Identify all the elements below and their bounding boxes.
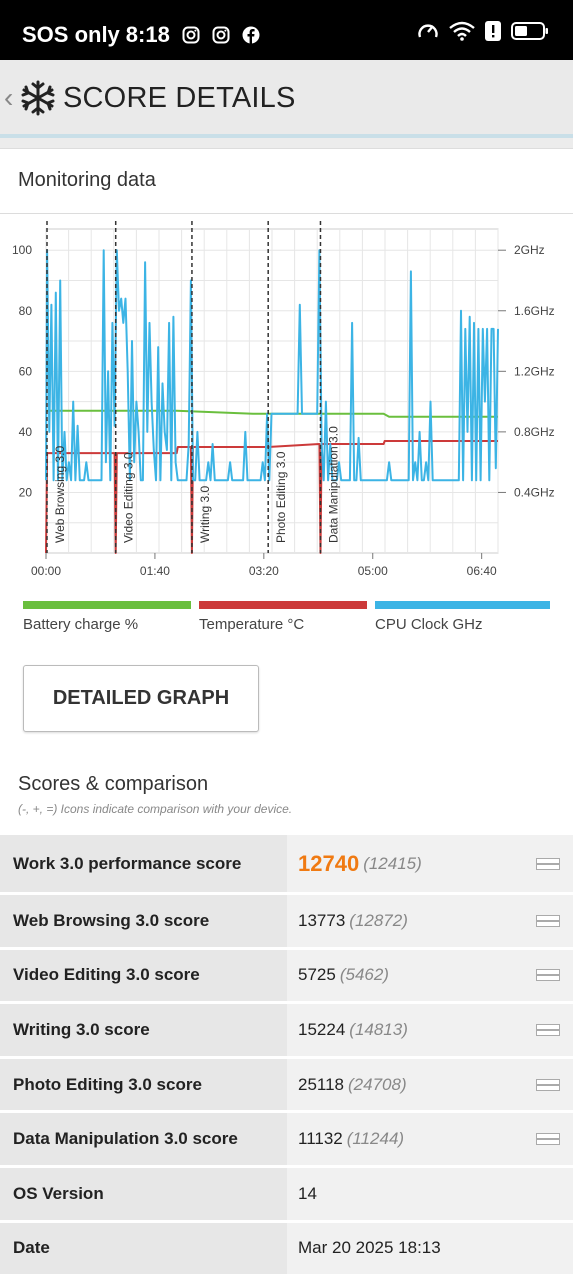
instagram-icon (182, 26, 200, 44)
row-value: Mar 20 2025 18:13 (287, 1222, 573, 1275)
y2-tick-label: 0.8GHz (514, 425, 555, 439)
table-row: Web Browsing 3.0 score 13773 (12872) (0, 895, 573, 950)
date-value: Mar 20 2025 18:13 (298, 1238, 441, 1258)
wifi-icon (449, 21, 475, 41)
legend-swatch (199, 601, 367, 609)
phase-label: Photo Editing 3.0 (274, 451, 288, 543)
compare-value: (5462) (339, 965, 389, 985)
phase-label: Web Browsing 3.0 (53, 446, 67, 543)
back-chevron-icon[interactable]: ‹ (4, 82, 14, 113)
monitoring-chart[interactable]: 20 40 60 80 100 0.4GHz 0.8GHz 1.2GHz 1.6GHz 2GHz 0… (0, 219, 573, 599)
row-label: Date (0, 1222, 287, 1275)
series-line (45, 249, 499, 482)
score-value: 12740 (298, 850, 360, 876)
x-tick-label: 06:40 (467, 564, 497, 578)
table-row: Writing 3.0 score 15224 (14813) (0, 1004, 573, 1059)
table-row: Video Editing 3.0 score 5725 (5462) (0, 949, 573, 1005)
y2-tick-label: 1.6GHz (514, 304, 555, 318)
legend-swatch (23, 601, 191, 609)
row-value: 12740 (12415) (287, 835, 573, 892)
series-line (46, 409, 498, 418)
phase-label: Video Editing 3.0 (122, 452, 136, 543)
compare-value: (24708) (348, 1074, 407, 1094)
equal-icon (536, 1023, 560, 1036)
score-details-card: Monitoring data 20 40 60 80 100 0.4GHz 0.8GHz 1… (0, 148, 573, 1280)
chart-legend: Battery charge % Temperature °C CPU Cloc… (0, 601, 573, 641)
instagram-icon (212, 26, 230, 44)
equal-icon (536, 969, 560, 982)
score-value: 25118 (298, 1074, 345, 1094)
phase-label: Data Manipulation 3.0 (326, 426, 340, 543)
equal-icon (536, 1078, 560, 1091)
row-value: 15224 (14813) (287, 1004, 573, 1056)
os-version-value: 14 (298, 1183, 317, 1203)
legend-label: Battery charge % (23, 616, 139, 633)
compare-value: (12872) (349, 910, 408, 930)
legend-item-battery: Battery charge % (23, 601, 191, 633)
y2-tick-label: 1.2GHz (514, 364, 555, 378)
carrier-text: SOS only (22, 22, 120, 47)
row-label: Data Manipulation 3.0 score (0, 1113, 287, 1165)
y-tick-label: 20 (19, 485, 33, 499)
row-label: Work 3.0 performance score (0, 835, 287, 892)
alert-icon (485, 21, 501, 41)
clock-text: 8:18 (125, 22, 170, 47)
speedometer-icon (418, 24, 438, 38)
y-tick-label: 100 (12, 243, 32, 257)
row-label: Video Editing 3.0 score (0, 949, 287, 1002)
snowflake-logo-icon (21, 80, 55, 116)
phase-label: Writing 3.0 (198, 486, 212, 543)
row-value: 25118 (24708) (287, 1058, 573, 1111)
status-bar: SOS only 8:18 (0, 0, 573, 60)
score-value: 15224 (298, 1019, 346, 1039)
row-value: 5725 (5462) (287, 949, 573, 1002)
y-tick-label: 40 (19, 425, 33, 439)
y2-tick-label: 0.4GHz (514, 485, 555, 499)
legend-item-cpu-clock: CPU Clock GHz (375, 601, 550, 633)
y-tick-label: 80 (19, 304, 33, 318)
compare-value: (12415) (363, 853, 422, 873)
equal-icon (536, 1133, 560, 1146)
monitoring-title: Monitoring data (18, 169, 156, 191)
legend-label: Temperature °C (199, 616, 305, 633)
table-row-work-score: Work 3.0 performance score 12740 (12415) (0, 835, 573, 895)
x-tick-label: 00:00 (31, 564, 61, 578)
legend-item-temperature: Temperature °C (199, 601, 367, 633)
legend-label: CPU Clock GHz (375, 616, 483, 633)
x-tick-label: 01:40 (140, 564, 170, 578)
table-row-date: Date Mar 20 2025 18:13 (0, 1222, 573, 1278)
equal-icon (536, 914, 560, 927)
score-value: 11132 (298, 1129, 343, 1149)
row-value: 11132 (11244) (287, 1113, 573, 1165)
row-label: OS Version (0, 1167, 287, 1220)
scores-title: Scores & comparison (18, 773, 209, 795)
row-label: Writing 3.0 score (0, 1004, 287, 1056)
score-value: 5725 (298, 965, 336, 985)
y-tick-label: 60 (19, 364, 33, 378)
page-title: SCORE DETAILS (63, 82, 296, 114)
scores-table: Work 3.0 performance score 12740 (12415)… (0, 835, 573, 1278)
row-value: 13773 (12872) (287, 895, 573, 947)
scores-subtitle: (-, +, =) Icons indicate comparison with… (18, 802, 293, 816)
compare-value: (14813) (349, 1019, 408, 1039)
app-header: ‹ SCORE DETAILS (0, 60, 573, 138)
detailed-graph-button[interactable]: DETAILED GRAPH (23, 665, 259, 732)
equal-icon (536, 857, 560, 870)
table-row-os-version: OS Version 14 (0, 1167, 573, 1223)
divider (0, 213, 573, 214)
y2-tick-label: 2GHz (514, 243, 545, 257)
row-label: Photo Editing 3.0 score (0, 1058, 287, 1111)
legend-swatch (375, 601, 550, 609)
compare-value: (11244) (346, 1129, 405, 1149)
table-row: Data Manipulation 3.0 score 11132 (11244… (0, 1113, 573, 1168)
battery-icon (511, 22, 548, 40)
facebook-icon (242, 26, 260, 44)
x-tick-label: 03:20 (249, 564, 279, 578)
score-value: 13773 (298, 910, 346, 930)
row-label: Web Browsing 3.0 score (0, 895, 287, 947)
x-tick-label: 05:00 (358, 564, 388, 578)
row-value: 14 (287, 1167, 573, 1220)
table-row: Photo Editing 3.0 score 25118 (24708) (0, 1058, 573, 1114)
